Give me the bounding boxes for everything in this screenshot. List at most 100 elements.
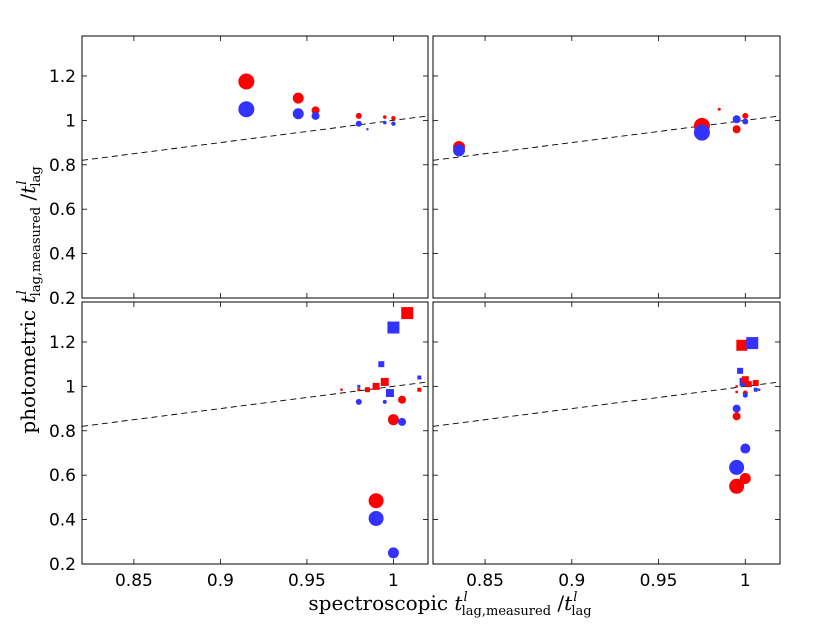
data-point-blue-circle xyxy=(368,510,384,526)
data-point-red-square xyxy=(364,387,370,393)
data-points xyxy=(453,107,749,157)
x-tick-label: 1 xyxy=(388,571,399,591)
data-point-blue-circle xyxy=(366,128,369,131)
panel-top-left: 0.2 0.4 0.6 0.8 1 1.2 xyxy=(49,35,429,309)
data-points xyxy=(340,307,422,559)
y-tick-label: 0.6 xyxy=(49,200,76,220)
reference-dashed-line xyxy=(433,381,780,427)
data-point-red-circle xyxy=(729,478,745,494)
data-point-red-circle xyxy=(742,112,749,119)
y-tick-label: 0.4 xyxy=(49,511,76,531)
panel-bottom-right: 0.85 0.9 0.95 1 xyxy=(432,301,781,591)
x-tick-label: 0.95 xyxy=(640,571,678,591)
data-point-red-square xyxy=(372,382,380,390)
x-tick-label: 1 xyxy=(740,571,751,591)
data-point-blue-circle xyxy=(742,118,749,125)
reference-dashed-line xyxy=(433,115,780,161)
data-point-red-circle xyxy=(391,115,396,121)
reference-dashed-line xyxy=(82,115,428,161)
data-point-blue-circle xyxy=(355,398,362,405)
y-tick-label: 0.6 xyxy=(49,466,76,486)
data-points xyxy=(729,337,761,494)
data-point-blue-square xyxy=(757,388,761,391)
data-point-blue-circle xyxy=(355,120,362,127)
data-point-blue-circle xyxy=(742,392,748,398)
x-tick-label: 0.9 xyxy=(207,571,234,591)
data-point-red-square xyxy=(417,387,422,392)
data-point-blue-circle xyxy=(740,443,751,454)
data-point-red-square xyxy=(735,390,738,394)
x-axis-label: spectroscopic tl lag,measured /tl lag xyxy=(308,590,591,619)
data-point-red-square xyxy=(752,380,759,387)
data-point-blue-circle xyxy=(729,459,745,475)
data-point-blue-circle xyxy=(391,121,396,126)
data-point-red-square xyxy=(401,307,414,320)
data-point-blue-circle xyxy=(387,547,399,559)
y-tick-label: 1.2 xyxy=(49,67,76,87)
data-point-red-circle xyxy=(732,412,741,421)
data-point-red-circle xyxy=(238,73,255,90)
data-point-red-square xyxy=(736,339,748,351)
data-point-red-circle xyxy=(292,92,304,104)
data-point-blue-square xyxy=(385,389,394,398)
data-point-blue-square xyxy=(387,321,400,334)
data-point-red-square xyxy=(745,381,752,388)
data-point-blue-circle xyxy=(693,124,710,141)
x-tick-label: 0.85 xyxy=(466,571,504,591)
y-tick-label: 1.2 xyxy=(49,333,76,353)
y-tick-label: 0.8 xyxy=(49,156,76,176)
x-tick-label: 0.95 xyxy=(288,571,326,591)
panel-background xyxy=(82,36,428,298)
panel-frame xyxy=(81,35,429,299)
data-point-blue-square xyxy=(753,387,758,392)
panel-background xyxy=(433,302,780,564)
data-point-blue-square xyxy=(746,337,759,350)
data-point-blue-circle xyxy=(238,101,255,118)
data-point-blue-circle xyxy=(398,417,407,426)
y-tick-label: 0.2 xyxy=(49,555,76,575)
y-tick-label: 1 xyxy=(65,377,76,397)
y-tick-label: 0.4 xyxy=(49,245,76,265)
data-point-red-circle xyxy=(398,395,407,404)
data-point-blue-circle xyxy=(382,399,387,404)
data-point-blue-circle xyxy=(311,111,320,120)
data-point-red-circle xyxy=(355,112,362,119)
data-point-red-square xyxy=(340,388,343,391)
data-point-red-square xyxy=(380,377,389,386)
x-tick-label: 0.9 xyxy=(558,571,585,591)
data-point-blue-square xyxy=(737,367,744,374)
data-point-blue-circle xyxy=(382,120,387,125)
data-point-blue-square xyxy=(417,375,422,380)
y-axis-label: photometric tllag,measured /tllag xyxy=(15,166,44,433)
data-point-red-square xyxy=(735,385,738,388)
data-point-blue-circle xyxy=(453,144,466,157)
data-point-red-circle xyxy=(382,115,387,119)
data-point-red-circle xyxy=(387,414,399,426)
data-point-blue-circle xyxy=(292,108,304,120)
x-tick-label: 0.85 xyxy=(115,571,153,591)
reference-dashed-line xyxy=(82,381,428,427)
data-point-red-square xyxy=(357,388,361,392)
y-tick-label: 0.2 xyxy=(49,289,76,309)
panel-frame xyxy=(81,301,429,565)
data-point-red-circle xyxy=(717,107,721,111)
y-tick-label: 1 xyxy=(65,111,76,131)
data-point-red-square xyxy=(741,376,749,384)
panel-frame xyxy=(432,301,781,565)
panels-layer: 0.20.40.60.811.20.85 0.9 0.95 10.20.40.60.8… xyxy=(49,35,781,591)
y-tick-label: 0.8 xyxy=(49,422,76,442)
panel-top-right xyxy=(432,35,781,299)
data-point-red-circle xyxy=(311,106,320,115)
data-point-red-circle xyxy=(732,125,741,134)
data-point-blue-square xyxy=(378,361,385,368)
data-point-blue-circle xyxy=(732,404,741,413)
panel-bottom-left: 0.85 0.9 0.95 1 0.2 0.4 0.6 0.8 1 1.2 xyxy=(49,301,429,591)
panel-background xyxy=(433,36,780,298)
data-points xyxy=(238,73,396,131)
data-point-red-circle xyxy=(368,493,384,509)
data-point-blue-square xyxy=(357,384,361,388)
data-point-red-circle xyxy=(739,473,751,485)
data-point-blue-circle xyxy=(732,115,741,124)
panel-frame xyxy=(432,35,781,299)
